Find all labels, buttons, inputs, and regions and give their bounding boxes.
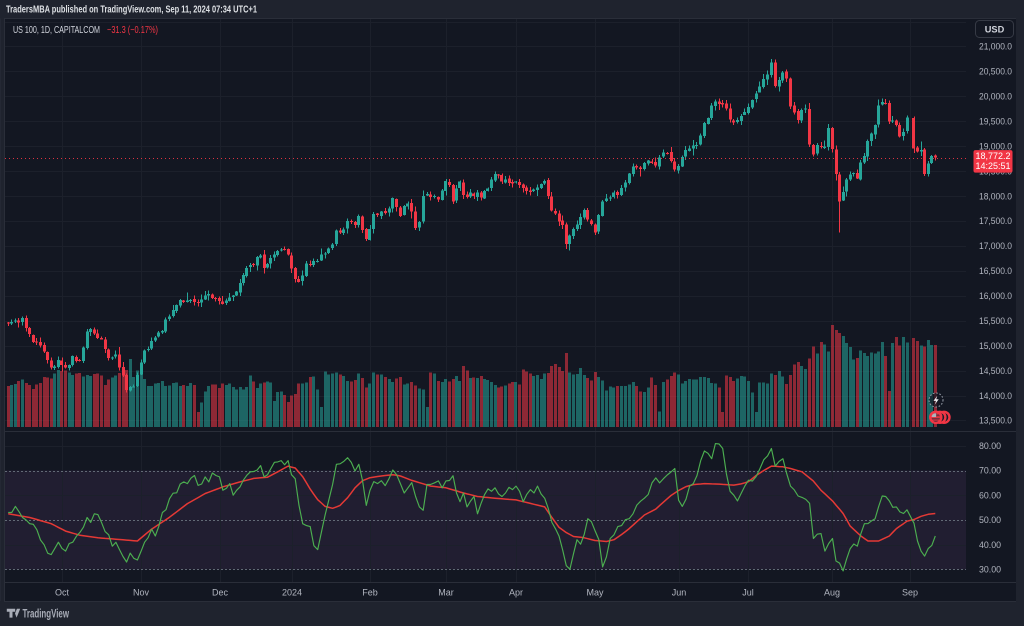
svg-text:−31.3 (−0.17%): −31.3 (−0.17%)	[107, 25, 158, 36]
svg-text:19,500.0: 19,500.0	[979, 117, 1012, 127]
svg-text:US 100, 1D, CAPITALCOM: US 100, 1D, CAPITALCOM	[13, 25, 100, 36]
svg-text:21,000.0: 21,000.0	[979, 42, 1012, 52]
svg-text:30.00: 30.00	[979, 565, 1001, 575]
svg-text:19,000.0: 19,000.0	[979, 141, 1012, 151]
svg-text:Mar: Mar	[438, 588, 454, 598]
svg-text:USD: USD	[985, 25, 1005, 35]
svg-text:14:25:51: 14:25:51	[975, 161, 1010, 171]
svg-text:14,000.0: 14,000.0	[979, 391, 1012, 401]
svg-text:Sep: Sep	[902, 588, 918, 598]
svg-text:50.00: 50.00	[979, 515, 1001, 525]
svg-text:18,772.2: 18,772.2	[975, 151, 1010, 161]
svg-text:17,000.0: 17,000.0	[979, 241, 1012, 251]
svg-text:80.00: 80.00	[979, 441, 1001, 451]
svg-text:TradersMBA published on Tradin: TradersMBA published on TradingView.com,…	[6, 5, 257, 16]
svg-text:15,000.0: 15,000.0	[979, 341, 1012, 351]
svg-text:Nov: Nov	[133, 588, 150, 598]
svg-text:60.00: 60.00	[979, 490, 1001, 500]
svg-text:14,500.0: 14,500.0	[979, 366, 1012, 376]
svg-text:15,500.0: 15,500.0	[979, 316, 1012, 326]
svg-text:TradingView: TradingView	[23, 608, 70, 620]
svg-text:70.00: 70.00	[979, 466, 1001, 476]
svg-text:40.00: 40.00	[979, 540, 1001, 550]
svg-text:Feb: Feb	[362, 588, 378, 598]
svg-text:May: May	[586, 588, 604, 598]
svg-text:Apr: Apr	[509, 588, 523, 598]
svg-text:17,500.0: 17,500.0	[979, 216, 1012, 226]
svg-text:20,000.0: 20,000.0	[979, 92, 1012, 102]
svg-text:16,000.0: 16,000.0	[979, 291, 1012, 301]
svg-text:Oct: Oct	[55, 588, 70, 598]
svg-text:18,000.0: 18,000.0	[979, 191, 1012, 201]
svg-text:20,500.0: 20,500.0	[979, 67, 1012, 77]
svg-text:Dec: Dec	[212, 588, 229, 598]
svg-text:Aug: Aug	[824, 588, 840, 598]
svg-text:16,500.0: 16,500.0	[979, 266, 1012, 276]
svg-text:13,500.0: 13,500.0	[979, 416, 1012, 426]
svg-text:Jul: Jul	[742, 588, 754, 598]
svg-text:2024: 2024	[282, 588, 302, 598]
svg-text:Jun: Jun	[672, 588, 687, 598]
